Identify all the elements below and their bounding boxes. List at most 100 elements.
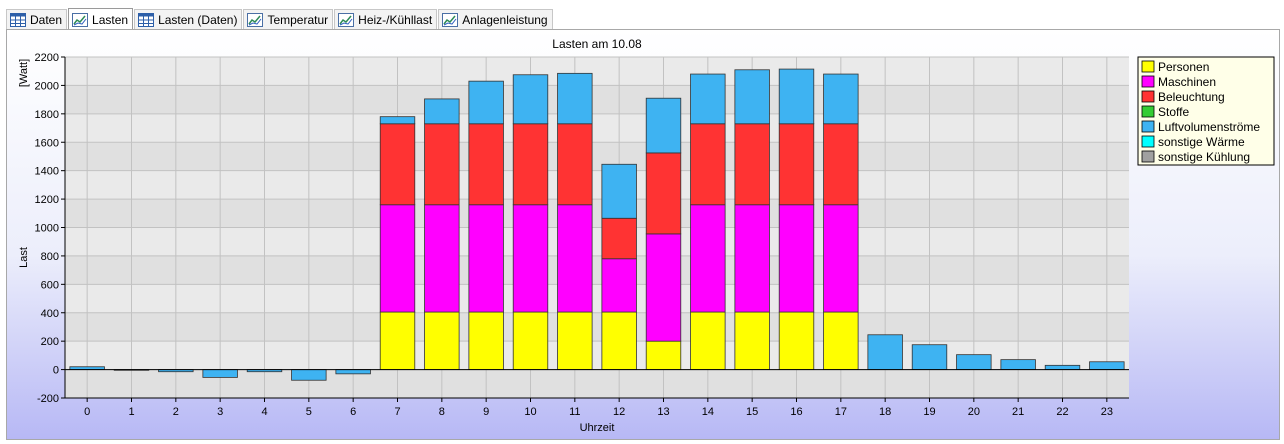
- y-tick-label: 1200: [35, 194, 59, 206]
- bar-segment: [601, 217, 637, 260]
- tab-anlagenleistung[interactable]: Anlagenleistung: [438, 9, 553, 30]
- bar-segment: [468, 80, 504, 125]
- legend-swatch: [1141, 135, 1155, 148]
- plot-band: [65, 341, 1129, 370]
- legend-swatch: [1141, 90, 1155, 103]
- x-tick-label: 21: [1012, 406, 1024, 418]
- bar-segment: [601, 311, 637, 370]
- y-tick-label: 200: [41, 336, 59, 348]
- x-tick-label: 6: [350, 406, 356, 418]
- chart-icon: [72, 12, 89, 27]
- plot-band: [65, 57, 1129, 86]
- plot-band: [65, 113, 1129, 143]
- y-tick-label: 600: [41, 279, 59, 291]
- x-tick-label: 22: [1056, 406, 1068, 418]
- bar-segment: [291, 369, 327, 381]
- bar-segment: [601, 258, 637, 313]
- bar-segment: [690, 73, 726, 125]
- table-icon: [138, 13, 155, 27]
- bar-segment: [512, 123, 549, 206]
- plot-band: [65, 85, 1129, 114]
- y-axis-unit: [Watt]: [18, 59, 30, 87]
- plot-band: [65, 369, 1129, 398]
- legend-label: sonstige Wärme: [1158, 135, 1245, 149]
- chart-icon: [442, 13, 459, 27]
- chart-title: Lasten am 10.08: [552, 37, 642, 51]
- bar-segment: [690, 123, 726, 206]
- bar-segment: [379, 311, 416, 370]
- tab-bar: Daten Lasten Lasten (Daten) Temperatur Heiz-…: [0, 0, 1284, 30]
- tab-label: Lasten (Daten): [158, 13, 238, 27]
- x-tick-label: 12: [613, 406, 625, 418]
- bar-segment: [601, 163, 637, 219]
- chart-panel: -200 0 200 400 600 800 1000 1200 1400 1600 1800 200…: [6, 29, 1280, 440]
- bar-segment: [557, 204, 593, 313]
- legend-swatch: [1141, 75, 1155, 88]
- bar-segment: [424, 311, 460, 370]
- x-axis-label: Uhrzeit: [580, 422, 615, 434]
- table-icon: [10, 13, 26, 27]
- bar-segment: [645, 233, 682, 342]
- y-tick-label: 1800: [35, 109, 59, 121]
- x-tick-label: 15: [746, 406, 758, 418]
- y-tick-label: 400: [41, 308, 59, 320]
- y-axis-label: Last: [18, 247, 30, 268]
- tab-temperatur[interactable]: Temperatur: [243, 9, 334, 30]
- tab-lasten-daten[interactable]: Lasten (Daten): [134, 9, 243, 30]
- x-tick-label: 2: [173, 406, 179, 418]
- bar-segment: [202, 369, 238, 378]
- y-tick-label: 2200: [35, 52, 59, 64]
- bar-segment: [734, 204, 770, 313]
- bar-segment: [379, 204, 416, 313]
- bar-segment: [645, 97, 682, 154]
- bar-segment: [823, 204, 859, 313]
- x-tick-label: 8: [439, 406, 445, 418]
- y-tick-label: 2000: [35, 80, 59, 92]
- bar-segment: [778, 123, 815, 206]
- x-tick-label: 0: [84, 406, 90, 418]
- bar-segment: [734, 123, 770, 206]
- x-tick-label: 20: [968, 406, 980, 418]
- bar-segment: [424, 204, 460, 313]
- tab-lasten[interactable]: Lasten: [68, 8, 134, 30]
- x-tick-label: 16: [790, 406, 802, 418]
- bar-segment: [778, 311, 815, 370]
- legend-label: Beleuchtung: [1158, 90, 1225, 104]
- bar-segment: [690, 311, 726, 370]
- plot-band: [65, 227, 1129, 256]
- bar-segment: [645, 152, 682, 235]
- x-tick-label: 17: [835, 406, 847, 418]
- plot-band: [65, 170, 1129, 200]
- bar-segment: [911, 344, 948, 370]
- bar-segment: [778, 204, 815, 313]
- x-tick-label: 3: [217, 406, 223, 418]
- legend-swatch: [1141, 60, 1155, 73]
- load-chart: -200020040060080010001200140016001800200…: [18, 37, 1275, 434]
- plot-band: [65, 142, 1129, 171]
- tab-label: Heiz-/Kühllast: [358, 13, 433, 27]
- tab-heiz-kühllast[interactable]: Heiz-/Kühllast: [334, 9, 438, 30]
- legend-label: sonstige Kühlung: [1158, 150, 1250, 164]
- bar-segment: [956, 354, 992, 370]
- bar-segment: [645, 340, 682, 370]
- tab-daten[interactable]: Daten: [6, 9, 68, 30]
- legend-label: Luftvolumenströme: [1158, 120, 1260, 134]
- tab-label: Anlagenleistung: [462, 13, 548, 27]
- chart-icon: [338, 13, 355, 27]
- bar-segment: [734, 69, 770, 125]
- bar-segment: [734, 311, 770, 370]
- chart-icon: [247, 13, 264, 27]
- tab-label: Temperatur: [267, 13, 329, 27]
- bar-segment: [823, 123, 859, 206]
- x-tick-label: 1: [128, 406, 134, 418]
- bar-segment: [379, 116, 416, 125]
- bar-segment: [557, 72, 593, 125]
- legend-label: Personen: [1158, 60, 1209, 74]
- x-tick-label: 14: [702, 406, 714, 418]
- x-tick-label: 10: [524, 406, 536, 418]
- x-tick-label: 5: [306, 406, 312, 418]
- x-tick-label: 4: [261, 406, 267, 418]
- y-tick-label: -200: [37, 393, 59, 405]
- y-tick-label: 800: [41, 251, 59, 263]
- bar-segment: [557, 311, 593, 370]
